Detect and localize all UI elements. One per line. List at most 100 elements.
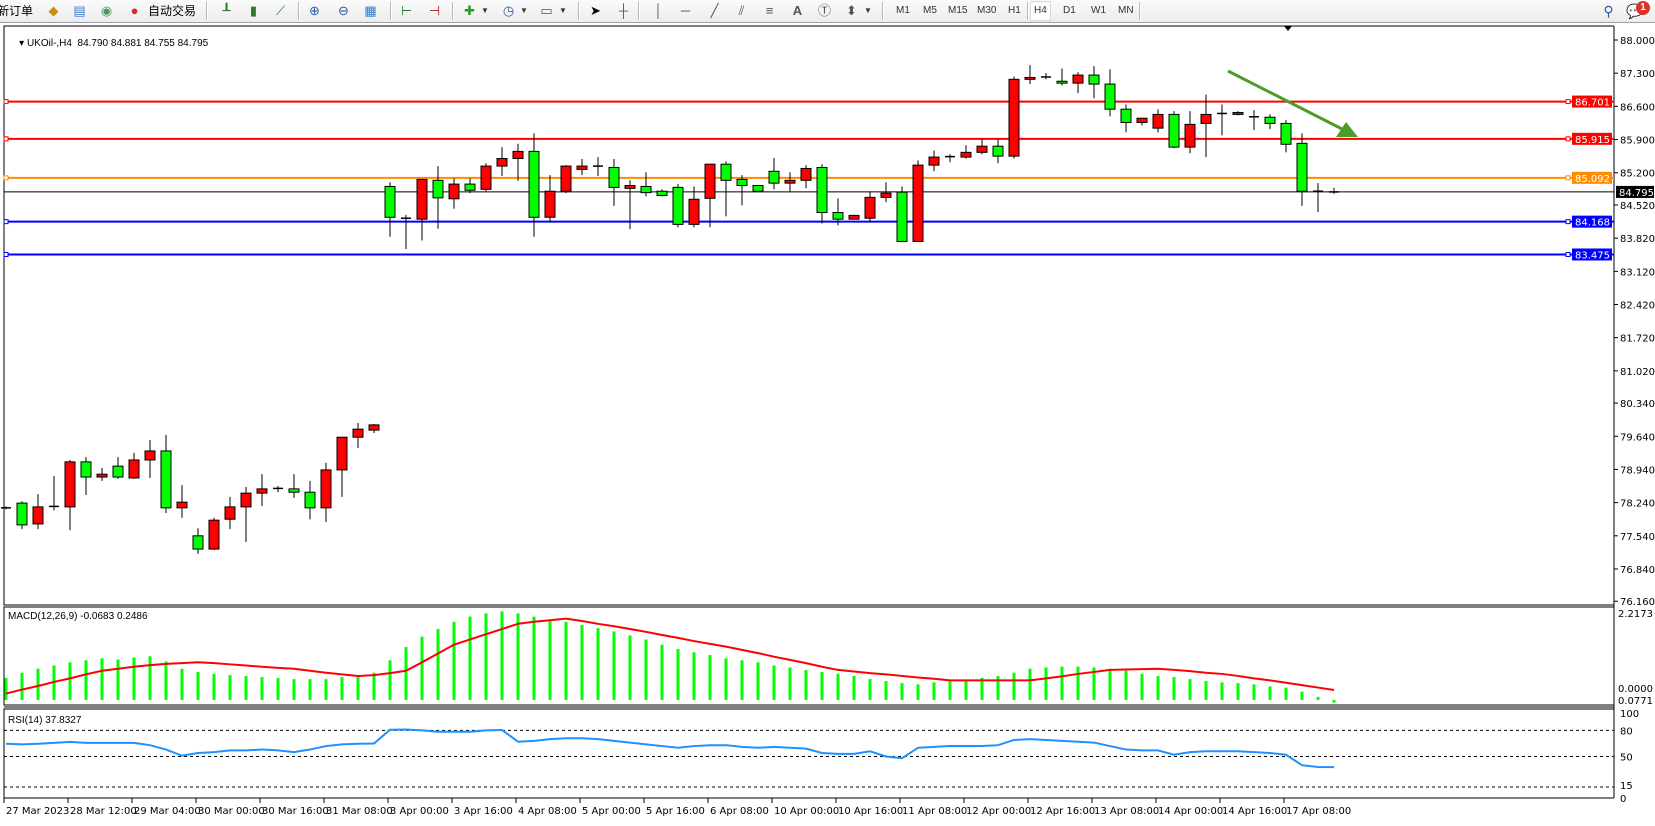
- candle: [576, 158, 588, 176]
- rsi-axis-label: 15: [1620, 781, 1633, 792]
- candle: [368, 423, 380, 433]
- candlestick-chart-icon[interactable]: ▮: [249, 3, 258, 18]
- signals-icon[interactable]: ◉: [100, 3, 113, 18]
- chevron-down-icon[interactable]: ▼: [559, 6, 567, 15]
- line-anchor-handle[interactable]: [3, 175, 9, 181]
- price-line-label: 83.475: [1575, 250, 1610, 261]
- timeframe-m30[interactable]: M30: [977, 5, 997, 16]
- macd-histogram-bar: [324, 679, 328, 700]
- timeframe-w1[interactable]: W1: [1091, 5, 1106, 16]
- chevron-down-icon[interactable]: ▼: [864, 6, 872, 15]
- macd-histogram-bar: [644, 639, 648, 700]
- equidistant-channel-icon[interactable]: ⫽: [738, 3, 745, 18]
- macd-histogram-bar: [132, 657, 136, 700]
- templates-icon[interactable]: ▭: [540, 3, 553, 18]
- line-chart-icon[interactable]: ⟋: [275, 3, 286, 18]
- timeframe-d1[interactable]: D1: [1063, 5, 1076, 16]
- zoom-out-icon[interactable]: ⊖: [338, 3, 349, 18]
- zoom-in-icon[interactable]: ⊕: [309, 3, 320, 18]
- candle-body: [848, 214, 860, 220]
- candle-body: [752, 185, 764, 192]
- cursor-icon[interactable]: ➤: [590, 3, 601, 18]
- crosshair-icon[interactable]: ┼: [618, 3, 629, 18]
- price-tick-label: 76.160: [1620, 597, 1655, 608]
- chart-window[interactable]: 88.000 87.300 86.600 85.900 85.200 84.520 83.8…: [0, 23, 1655, 826]
- market-watch-icon[interactable]: ◆: [48, 3, 59, 18]
- price-tick-label: 85.900: [1620, 136, 1655, 147]
- candle-body: [416, 178, 428, 220]
- macd-histogram-bar: [804, 669, 808, 700]
- timeframe-h4[interactable]: H4: [1030, 1, 1051, 21]
- chart-menu-triangle-icon[interactable]: ▾: [19, 38, 27, 49]
- candle: [656, 189, 668, 197]
- candle: [288, 474, 300, 498]
- candle: [1072, 72, 1084, 94]
- line-anchor-handle[interactable]: [1565, 175, 1571, 181]
- line-anchor-handle[interactable]: [3, 136, 9, 142]
- toolbar-separator: [1139, 2, 1141, 20]
- text-label-icon[interactable]: Ⓣ: [817, 3, 831, 18]
- bar-chart-icon[interactable]: ┸: [222, 3, 231, 18]
- new-order-button[interactable]: 新订单: [0, 4, 34, 18]
- line-anchor-handle[interactable]: [3, 219, 9, 225]
- price-chart[interactable]: 88.000 87.300 86.600 85.900 85.200 84.520 83.8…: [0, 23, 1655, 826]
- macd-panel: [3, 606, 1615, 706]
- fibonacci-icon[interactable]: ≡: [765, 3, 774, 18]
- line-anchor-handle[interactable]: [1565, 136, 1571, 142]
- macd-histogram-bar: [292, 679, 296, 700]
- indicators-icon[interactable]: ✚: [464, 3, 475, 18]
- timeframe-m1[interactable]: M1: [896, 5, 910, 16]
- candle-body: [256, 488, 268, 494]
- price-tick-label: 85.200: [1620, 169, 1655, 180]
- price-line-label: 86.701: [1575, 98, 1610, 109]
- periods-icon[interactable]: ◷: [502, 3, 515, 18]
- chevron-down-icon[interactable]: ▼: [481, 6, 489, 15]
- horizontal-line-icon[interactable]: ─: [680, 3, 691, 18]
- line-anchor-handle[interactable]: [1565, 99, 1571, 105]
- timeframe-m15[interactable]: M15: [948, 5, 968, 16]
- price-label-box: [1572, 95, 1612, 108]
- line-anchor-handle[interactable]: [1565, 251, 1571, 257]
- candle: [1136, 117, 1148, 126]
- candle-body: [352, 428, 364, 438]
- candle: [945, 154, 955, 163]
- macd-histogram-bar: [580, 625, 584, 700]
- time-axis-label: 3 Apr 16:00: [454, 806, 513, 817]
- line-anchor-handle[interactable]: [3, 251, 9, 257]
- chart-shift-icon[interactable]: ⊣: [428, 3, 441, 18]
- candle-body: [240, 492, 252, 508]
- macd-histogram-bar: [1124, 670, 1128, 700]
- macd-histogram-bar: [340, 677, 344, 700]
- macd-histogram-bar: [1092, 667, 1096, 700]
- macd-histogram-bar: [260, 677, 264, 700]
- macd-histogram-bar: [660, 644, 664, 700]
- auto-trading-button[interactable]: 自动交易: [148, 4, 197, 18]
- arrows-icon[interactable]: ⬍: [846, 3, 857, 18]
- timeframe-m5[interactable]: M5: [923, 5, 937, 16]
- time-axis-label: 12 Apr 16:00: [1030, 806, 1095, 817]
- macd-histogram-bar: [100, 658, 104, 700]
- vertical-line-icon[interactable]: │: [654, 3, 663, 18]
- auto-scroll-icon[interactable]: ⊢: [400, 3, 413, 18]
- chevron-down-icon[interactable]: ▼: [520, 6, 528, 15]
- terminal-icon[interactable]: ▤: [73, 3, 86, 18]
- tile-windows-icon[interactable]: ▦: [364, 3, 377, 18]
- price-label-box: [1572, 132, 1612, 145]
- candle: [768, 158, 780, 190]
- search-icon[interactable]: ⚲: [1603, 3, 1614, 19]
- line-anchor-handle[interactable]: [1565, 219, 1571, 225]
- candle: [1184, 111, 1196, 154]
- timeframe-mn[interactable]: MN: [1118, 5, 1134, 16]
- candle: [224, 496, 236, 530]
- candle-body: [1120, 108, 1132, 123]
- line-anchor-handle[interactable]: [3, 99, 9, 105]
- text-icon[interactable]: A: [792, 3, 803, 18]
- price-tick-label: 87.300: [1620, 69, 1655, 80]
- auto-trading-icon[interactable]: ●: [130, 3, 139, 18]
- macd-histogram-bar: [452, 621, 456, 700]
- notification-badge: 1: [1636, 1, 1650, 15]
- candle: [1264, 114, 1276, 130]
- timeframe-h1[interactable]: H1: [1008, 5, 1021, 16]
- trendline-icon[interactable]: ╱: [710, 3, 719, 18]
- candle: [240, 486, 252, 542]
